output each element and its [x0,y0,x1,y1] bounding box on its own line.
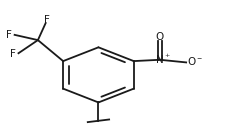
Text: O: O [187,57,195,67]
Text: $^-$: $^-$ [194,55,202,64]
Text: N: N [155,55,163,65]
Text: F: F [43,15,49,25]
Text: F: F [10,49,16,59]
Text: O: O [155,32,163,42]
Text: F: F [6,30,12,40]
Text: $^+$: $^+$ [163,52,171,61]
